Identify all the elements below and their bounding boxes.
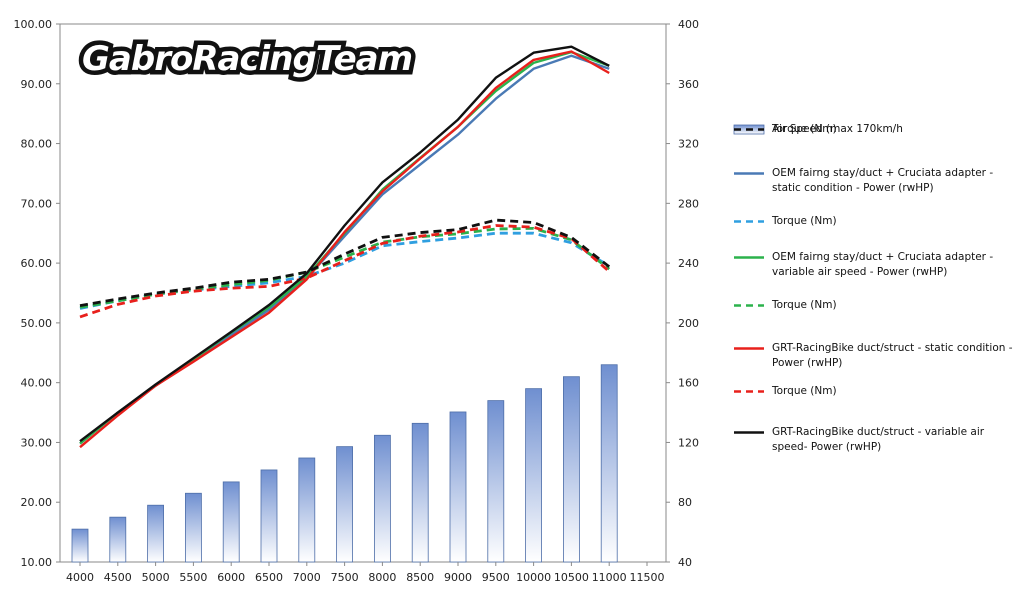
legend-label: OEM fairng stay/duct + Cruciata adapter … [772,251,994,278]
left-tick-label: 30.00 [21,436,53,449]
airspeed-bar [147,504,165,563]
right-tick-label: 360 [678,78,699,91]
left-tick-label: 100.00 [14,18,53,31]
x-tick-label: 4000 [66,571,94,584]
airspeed-bar [525,388,542,563]
airspeed-bar [336,446,354,563]
right-tick-label: 280 [678,197,699,210]
bars-layer [71,364,618,563]
right-axis: 40 80 120 160 200 240 280 320 360 400 [666,18,699,569]
airspeed-bar [373,434,391,563]
x-tick-label: 8000 [368,571,396,584]
left-tick-label: 50.00 [21,317,53,330]
left-tick-label: 70.00 [21,197,53,210]
x-tick-label: 8500 [406,571,434,584]
left-tick-label: 60.00 [21,257,53,270]
airspeed-bar [487,400,505,563]
legend-symbol [734,347,764,350]
airspeed-bar [109,516,127,563]
x-tick-label: 5000 [142,571,170,584]
x-tick-label: 11000 [592,571,627,584]
legend-label: Torque (Nm) [772,385,837,397]
x-tick-label: 6000 [217,571,245,584]
airspeed-bar [260,469,278,563]
right-tick-label: 400 [678,18,699,31]
right-tick-label: 200 [678,317,699,330]
legend-symbol [734,304,764,307]
legend-symbol [734,431,764,434]
right-tick-label: 160 [678,377,699,390]
left-tick-label: 20.00 [21,496,53,509]
right-tick-label: 240 [678,257,699,270]
legend-label: GRT-RacingBike duct/struct - variable ai… [772,426,985,453]
airspeed-bar [298,457,316,563]
legend-label: Torque (Nm) [772,299,837,311]
legend-symbol [734,172,764,175]
right-tick-label: 320 [678,138,699,151]
right-tick-label: 120 [678,436,699,449]
torque-line-5 [79,224,611,319]
power-line-6 [79,45,610,443]
logo: GabroRacingTeam [82,39,412,79]
airspeed-bar [411,422,429,563]
legend-symbol [734,390,764,393]
x-tick-label: 4500 [104,571,132,584]
legend-label: GRT-RacingBike duct/struct - static cond… [772,342,1013,369]
left-tick-label: 90.00 [21,78,53,91]
x-tick-label: 7500 [331,571,359,584]
x-tick-label: 10500 [554,571,589,584]
left-tick-label: 80.00 [21,138,53,151]
x-tick-label: 10000 [516,571,551,584]
legend-symbol [734,256,764,259]
legend-symbol [734,128,764,131]
x-tick-label: 5500 [179,571,207,584]
airspeed-bar [222,481,240,563]
x-tick-label: 7000 [293,571,321,584]
x-tick-label: 11500 [630,571,665,584]
left-tick-label: 10.00 [21,556,53,569]
power-line-4 [79,50,610,449]
lines-layer [79,45,611,449]
legend-label: Air Speed (max 170km/h [772,123,903,135]
airspeed-bar [600,364,618,563]
legend-label: Torque (Nm) [772,215,837,227]
right-tick-label: 40 [678,556,692,569]
x-tick-label: 9000 [444,571,472,584]
legend-label: Torque (Nm) [772,123,837,135]
left-tick-label: 40.00 [21,377,53,390]
x-tick-label: 9500 [482,571,510,584]
left-axis: 10.00 20.00 30.00 40.00 50.00 60.00 70.00 80.00… [14,18,60,569]
x-axis: 4000 4500 5000 5500 6000 6500 7000 7500 8000 8500… [66,562,665,584]
airspeed-bar [184,492,202,563]
airspeed-bar [563,376,580,563]
right-tick-label: 80 [678,496,692,509]
airspeed-bar [449,411,467,563]
x-tick-label: 6500 [255,571,283,584]
legend-label: OEM fairng stay/duct + Cruciata adapter … [772,167,994,194]
legend-symbol [734,220,764,223]
airspeed-bar [71,528,89,563]
